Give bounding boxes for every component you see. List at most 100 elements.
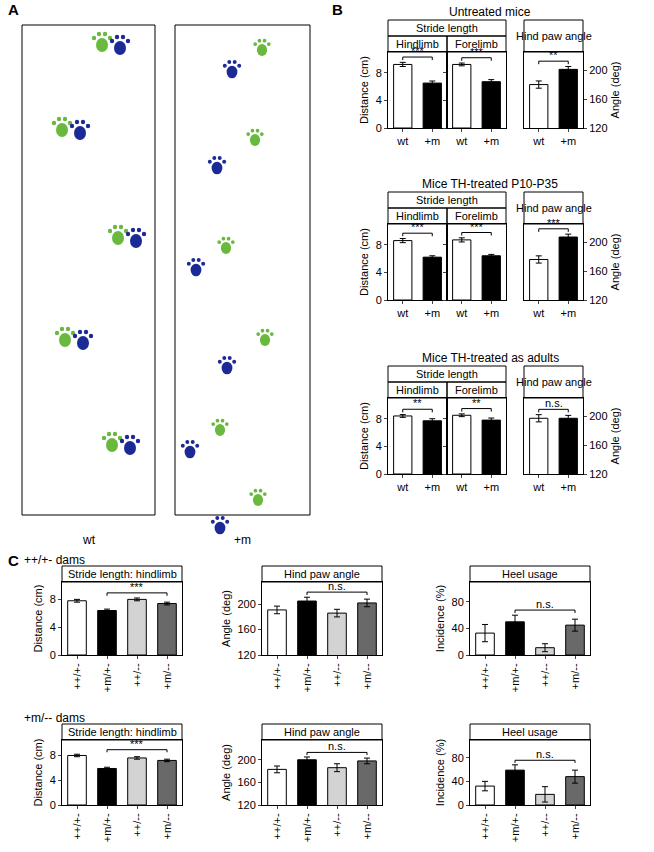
svg-text:Angle (deg): Angle (deg)	[609, 62, 621, 119]
svg-text:+m/+-: +m/+-	[509, 663, 521, 692]
svg-text:***: ***	[470, 221, 484, 233]
svg-text:120: 120	[237, 649, 255, 661]
svg-text:200: 200	[237, 754, 255, 766]
svg-text:++/--: ++/--	[131, 663, 143, 687]
svg-text:40: 40	[452, 775, 464, 787]
svg-text:Forelimb: Forelimb	[455, 384, 498, 396]
svg-text:++/+-: ++/+-	[71, 813, 83, 839]
svg-text:120: 120	[589, 122, 607, 134]
svg-text:200: 200	[589, 236, 607, 248]
svg-text:**: **	[472, 397, 481, 409]
svg-text:+m/--: +m/--	[161, 813, 173, 839]
svg-text:+m: +m	[234, 533, 251, 547]
svg-text:40: 40	[452, 622, 464, 634]
svg-text:***: ***	[130, 581, 144, 593]
svg-text:0: 0	[376, 468, 382, 480]
svg-text:++/--: ++/--	[331, 813, 343, 837]
svg-text:Hindlimb: Hindlimb	[396, 38, 439, 50]
svg-text:Distance (cm): Distance (cm)	[358, 56, 370, 124]
svg-text:Forelimb: Forelimb	[455, 38, 498, 50]
svg-text:Distance (cm): Distance (cm)	[32, 585, 44, 653]
svg-text:160: 160	[237, 623, 255, 635]
svg-text:+m/-- dams: +m/-- dams	[24, 711, 85, 725]
svg-text:Heel usage: Heel usage	[502, 568, 558, 580]
svg-text:Distance (cm): Distance (cm)	[358, 228, 370, 296]
svg-text:+m: +m	[560, 307, 576, 319]
svg-text:+m: +m	[483, 135, 499, 147]
svg-text:Angle (deg): Angle (deg)	[220, 744, 232, 801]
svg-text:**: **	[413, 397, 422, 409]
svg-text:Angle (deg): Angle (deg)	[609, 408, 621, 465]
svg-text:n.s.: n.s.	[328, 740, 346, 752]
svg-text:120: 120	[589, 468, 607, 480]
svg-text:Distance (cm): Distance (cm)	[358, 402, 370, 470]
svg-text:Stride length: Stride length	[416, 194, 478, 206]
svg-text:wt: wt	[532, 135, 544, 147]
svg-text:Distance (cm): Distance (cm)	[32, 739, 44, 807]
svg-text:0: 0	[376, 294, 382, 306]
svg-text:wt: wt	[455, 481, 467, 493]
svg-text:**: **	[549, 49, 558, 61]
svg-text:0: 0	[376, 122, 382, 134]
svg-text:++/--: ++/--	[539, 813, 551, 837]
svg-text:+m: +m	[560, 135, 576, 147]
svg-text:4: 4	[376, 94, 382, 106]
svg-text:8: 8	[376, 413, 382, 425]
svg-text:+m/--: +m/--	[361, 663, 373, 689]
svg-text:Mice TH-treated as adults: Mice TH-treated as adults	[422, 351, 559, 365]
svg-text:++/+-: ++/+-	[479, 663, 491, 689]
svg-text:A: A	[8, 1, 19, 18]
svg-text:wt: wt	[396, 135, 408, 147]
svg-text:Hind paw angle: Hind paw angle	[516, 30, 592, 42]
svg-text:***: ***	[470, 46, 484, 58]
svg-text:+m/--: +m/--	[361, 813, 373, 839]
svg-text:200: 200	[589, 64, 607, 76]
svg-text:++/+- dams: ++/+- dams	[24, 553, 85, 567]
svg-text:+m/+-: +m/+-	[301, 663, 313, 692]
svg-text:160: 160	[589, 439, 607, 451]
svg-text:++/--: ++/--	[331, 663, 343, 687]
svg-text:Hind paw angle: Hind paw angle	[284, 568, 360, 580]
svg-text:Stride length: hindlimb: Stride length: hindlimb	[68, 726, 177, 738]
svg-text:8: 8	[50, 749, 56, 761]
svg-text:wt: wt	[82, 533, 96, 547]
svg-text:0: 0	[458, 799, 464, 811]
svg-text:Heel usage: Heel usage	[502, 726, 558, 738]
svg-text:+m/+-: +m/+-	[509, 813, 521, 842]
svg-text:Hindlimb: Hindlimb	[396, 210, 439, 222]
svg-text:160: 160	[589, 93, 607, 105]
svg-text:+m/--: +m/--	[569, 663, 581, 689]
svg-text:Incidence (%): Incidence (%)	[434, 739, 446, 806]
svg-text:B: B	[332, 1, 343, 18]
svg-text:Stride length: hindlimb: Stride length: hindlimb	[68, 568, 177, 580]
svg-text:++/+-: ++/+-	[71, 663, 83, 689]
svg-text:n.s.: n.s.	[536, 598, 554, 610]
svg-text:++/+-: ++/+-	[479, 813, 491, 839]
svg-text:+m: +m	[424, 135, 440, 147]
svg-text:wt: wt	[455, 307, 467, 319]
svg-text:160: 160	[237, 776, 255, 788]
svg-text:C: C	[8, 552, 19, 569]
svg-text:+m/+-: +m/+-	[301, 813, 313, 842]
svg-text:wt: wt	[532, 481, 544, 493]
svg-text:+m/+-: +m/+-	[101, 663, 113, 692]
svg-text:Hind paw angle: Hind paw angle	[516, 202, 592, 214]
svg-text:4: 4	[376, 440, 382, 452]
svg-text:0: 0	[458, 649, 464, 661]
svg-text:8: 8	[376, 67, 382, 79]
svg-text:+m: +m	[424, 481, 440, 493]
svg-text:4: 4	[376, 266, 382, 278]
svg-text:Incidence (%): Incidence (%)	[434, 585, 446, 652]
svg-text:+m: +m	[483, 307, 499, 319]
svg-text:120: 120	[237, 799, 255, 811]
svg-text:200: 200	[589, 410, 607, 422]
svg-text:Forelimb: Forelimb	[455, 210, 498, 222]
svg-text:8: 8	[376, 239, 382, 251]
svg-text:++/+-: ++/+-	[271, 813, 283, 839]
svg-text:wt: wt	[455, 135, 467, 147]
svg-text:160: 160	[589, 265, 607, 277]
svg-text:Hind paw angle: Hind paw angle	[516, 376, 592, 388]
svg-text:++/--: ++/--	[131, 813, 143, 837]
svg-text:Stride length: Stride length	[416, 22, 478, 34]
svg-text:wt: wt	[396, 481, 408, 493]
